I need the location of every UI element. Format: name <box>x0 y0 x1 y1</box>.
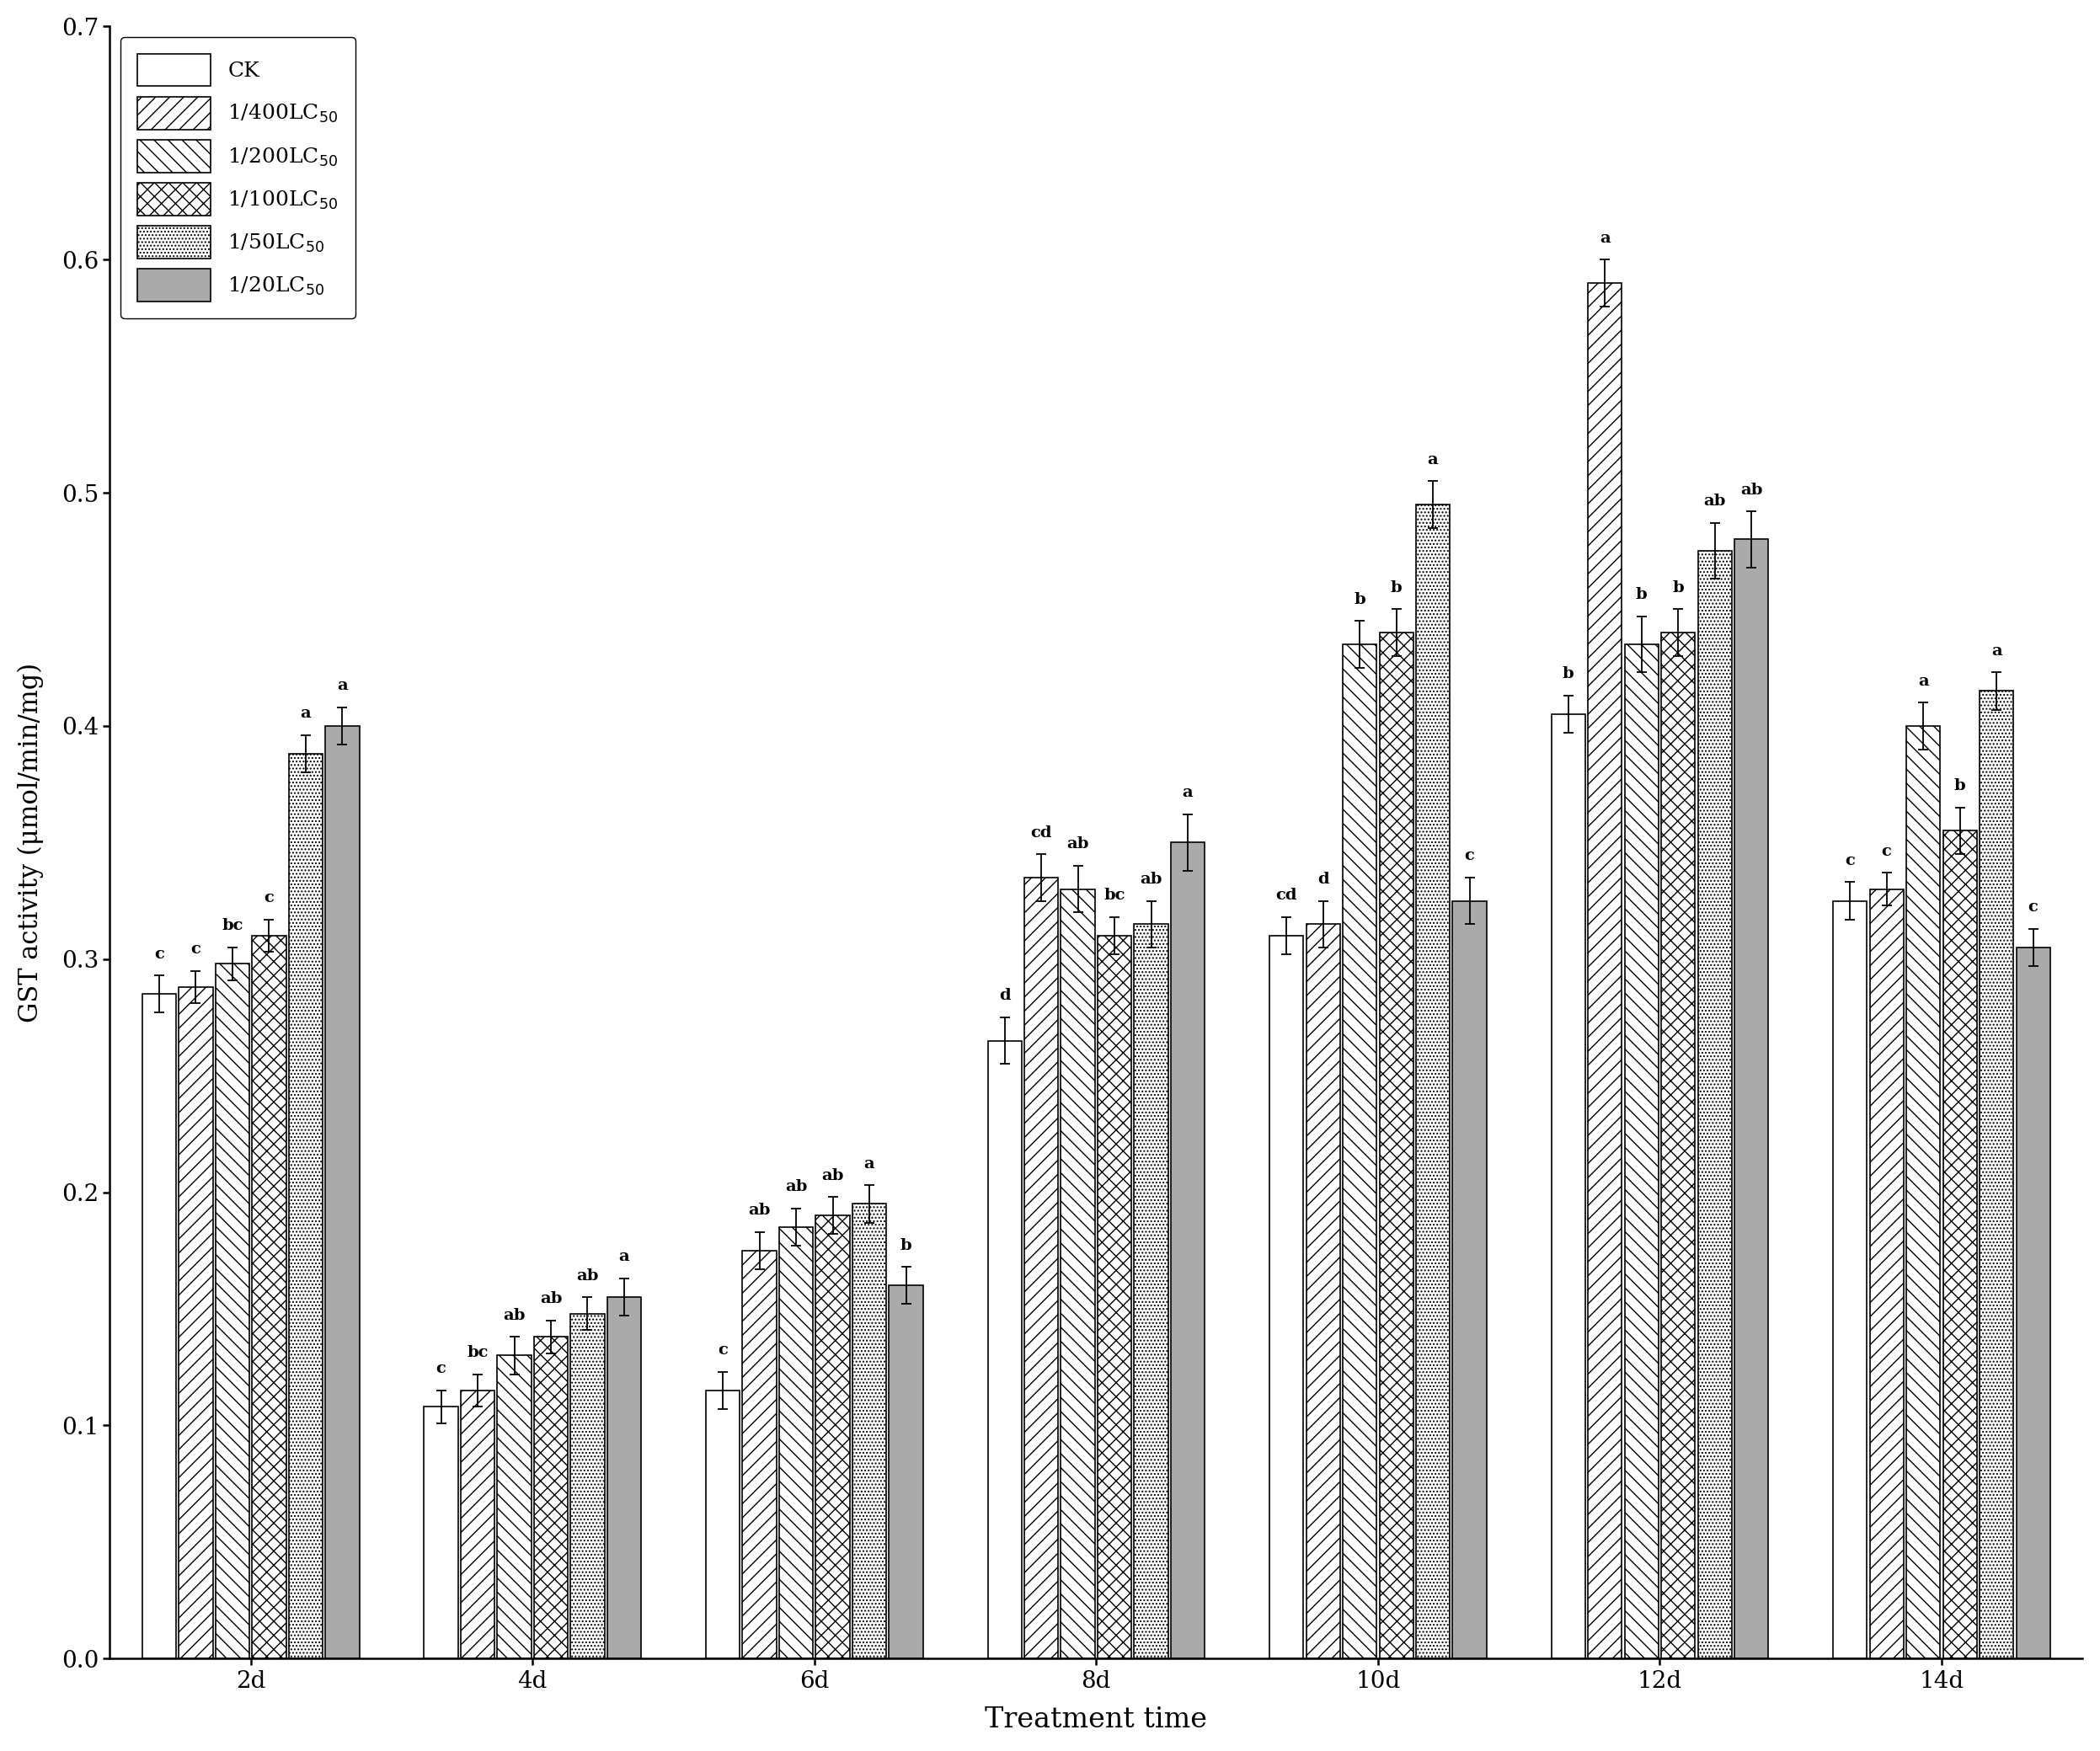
Bar <box>1060 890 1094 1658</box>
Bar <box>1380 632 1413 1658</box>
Text: a: a <box>620 1250 630 1264</box>
Text: ab: ab <box>748 1203 771 1219</box>
Text: b: b <box>1355 592 1365 608</box>
Text: b: b <box>1562 667 1573 681</box>
Text: b: b <box>1672 580 1684 595</box>
Text: bc: bc <box>223 918 244 933</box>
Text: c: c <box>1846 853 1854 868</box>
Bar <box>1980 692 2014 1658</box>
Text: ab: ab <box>1140 872 1161 886</box>
Text: b: b <box>1636 587 1646 602</box>
Bar <box>1833 900 1867 1658</box>
Bar <box>533 1336 567 1658</box>
Text: a: a <box>1182 786 1193 800</box>
Text: ab: ab <box>575 1268 598 1283</box>
Bar <box>779 1227 813 1658</box>
Bar <box>424 1406 458 1658</box>
Bar <box>1270 935 1304 1658</box>
Text: c: c <box>1882 844 1892 858</box>
Bar <box>815 1215 851 1658</box>
Text: c: c <box>265 890 275 905</box>
Text: bc: bc <box>466 1345 489 1361</box>
Text: c: c <box>2029 900 2039 914</box>
Bar <box>1869 890 1903 1658</box>
Text: cd: cd <box>1031 825 1052 840</box>
Bar <box>743 1250 777 1658</box>
Bar <box>178 988 212 1658</box>
Text: b: b <box>901 1238 911 1254</box>
Text: b: b <box>1955 779 1966 793</box>
X-axis label: Treatment time: Treatment time <box>985 1707 1208 1733</box>
Text: d: d <box>1317 872 1329 886</box>
Bar <box>326 727 359 1658</box>
Bar <box>1172 842 1205 1658</box>
Text: ab: ab <box>540 1290 563 1306</box>
Bar <box>252 935 286 1658</box>
Bar <box>1588 284 1621 1658</box>
Text: c: c <box>437 1361 445 1376</box>
Bar <box>706 1390 739 1658</box>
Text: c: c <box>191 942 202 956</box>
Text: ab: ab <box>1703 494 1726 510</box>
Text: ab: ab <box>785 1180 806 1194</box>
Bar <box>290 755 323 1658</box>
Text: bc: bc <box>1105 888 1126 904</box>
Text: ab: ab <box>1067 837 1090 851</box>
Legend: CK, 1/400LC$_{50}$, 1/200LC$_{50}$, 1/100LC$_{50}$, 1/50LC$_{50}$, 1/20LC$_{50}$: CK, 1/400LC$_{50}$, 1/200LC$_{50}$, 1/10… <box>120 37 355 319</box>
Bar <box>216 963 250 1658</box>
Text: c: c <box>153 946 164 961</box>
Bar <box>498 1355 531 1658</box>
Text: a: a <box>863 1156 876 1171</box>
Bar <box>1134 925 1168 1658</box>
Bar <box>1098 935 1132 1658</box>
Bar <box>1625 644 1659 1658</box>
Bar <box>1552 714 1586 1658</box>
Bar <box>607 1297 640 1658</box>
Bar <box>1907 727 1940 1658</box>
Text: d: d <box>1000 988 1010 1003</box>
Bar <box>1943 830 1976 1658</box>
Y-axis label: GST activity (μmol/min/mg): GST activity (μmol/min/mg) <box>17 662 44 1023</box>
Text: ab: ab <box>504 1308 525 1322</box>
Text: a: a <box>336 678 349 693</box>
Bar <box>1661 632 1695 1658</box>
Bar <box>888 1285 922 1658</box>
Text: ab: ab <box>821 1168 844 1184</box>
Bar <box>1735 539 1768 1658</box>
Text: c: c <box>718 1343 729 1357</box>
Text: c: c <box>1464 847 1474 863</box>
Text: a: a <box>300 706 311 721</box>
Text: a: a <box>1991 643 2001 658</box>
Bar <box>1342 644 1378 1658</box>
Text: a: a <box>1600 231 1611 245</box>
Bar <box>853 1205 886 1658</box>
Bar <box>460 1390 493 1658</box>
Bar <box>1025 877 1058 1658</box>
Bar <box>571 1313 605 1658</box>
Text: a: a <box>1917 674 1928 688</box>
Bar <box>2016 947 2050 1658</box>
Bar <box>1306 925 1340 1658</box>
Text: ab: ab <box>1741 482 1762 497</box>
Bar <box>143 995 176 1658</box>
Bar <box>1697 552 1732 1658</box>
Bar <box>987 1040 1021 1658</box>
Text: b: b <box>1390 580 1403 595</box>
Text: cd: cd <box>1275 888 1298 904</box>
Text: a: a <box>1428 452 1438 468</box>
Bar <box>1453 900 1487 1658</box>
Bar <box>1415 504 1449 1658</box>
